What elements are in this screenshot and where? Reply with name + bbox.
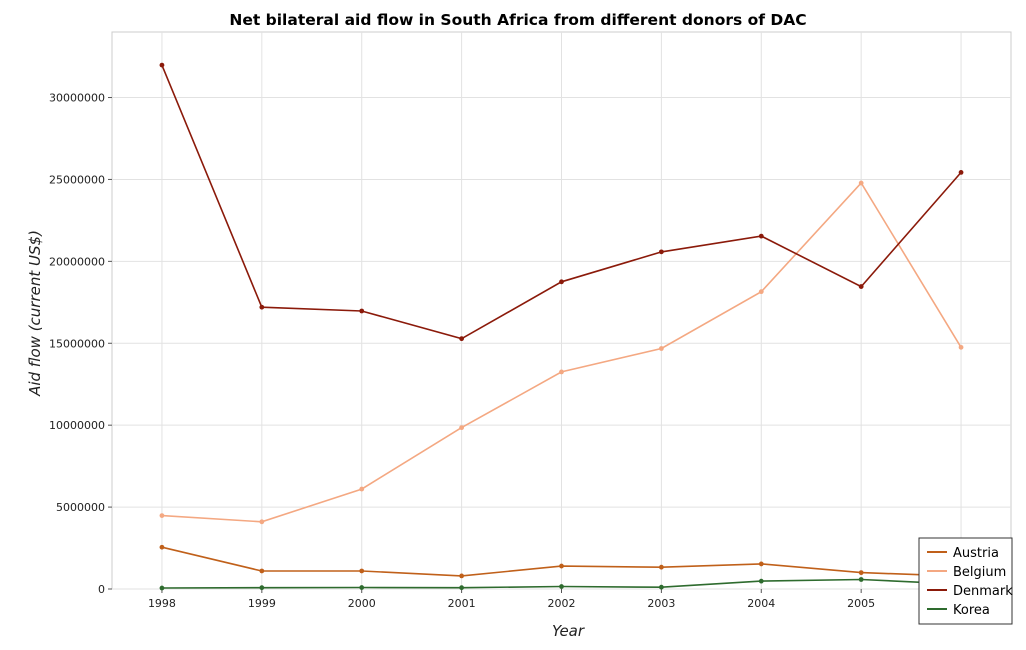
- series-belgium: [159, 180, 964, 525]
- x-tick-label: 2001: [448, 597, 476, 610]
- data-point-denmark: [559, 279, 564, 285]
- chart-title: Net bilateral aid flow in South Africa f…: [229, 11, 806, 29]
- series-lines: [159, 62, 964, 591]
- data-point-korea: [758, 578, 764, 584]
- data-point-austria: [858, 570, 864, 576]
- legend-label-denmark: Denmark: [953, 584, 1013, 599]
- legend-label-korea: Korea: [953, 603, 990, 618]
- data-point-korea: [559, 584, 564, 589]
- x-tick-label: 2002: [548, 597, 576, 610]
- data-point-denmark: [459, 336, 465, 342]
- data-point-belgium: [459, 425, 465, 431]
- data-point-belgium: [359, 486, 365, 492]
- data-point-belgium: [658, 346, 664, 351]
- data-point-denmark: [858, 284, 864, 289]
- x-axis-label: Year: [552, 622, 585, 640]
- x-axis-ticks: 199819992000200120022003200420052006: [148, 589, 975, 610]
- data-point-austria: [459, 573, 465, 579]
- data-point-belgium: [758, 289, 764, 295]
- x-tick-label: 2000: [348, 597, 376, 610]
- x-tick-label: 1998: [148, 597, 176, 610]
- data-point-korea: [259, 585, 265, 591]
- legend-label-belgium: Belgium: [953, 565, 1006, 580]
- y-tick-label: 10000000: [49, 419, 105, 432]
- y-tick-label: 15000000: [49, 337, 105, 350]
- x-tick-label: 2005: [847, 597, 875, 610]
- y-tick-label: 0: [98, 583, 105, 596]
- y-tick-label: 25000000: [49, 173, 105, 186]
- y-axis-ticks: 0 5000000 10000000 15000000 20000000 25000000…: [49, 92, 112, 596]
- x-tick-label: 2003: [647, 597, 675, 610]
- series-austria: [159, 544, 964, 579]
- data-point-belgium: [259, 519, 265, 525]
- data-point-denmark: [658, 249, 664, 255]
- data-point-austria: [658, 564, 664, 570]
- x-tick-label: 2004: [747, 597, 775, 610]
- data-point-denmark: [359, 308, 365, 314]
- data-point-korea: [459, 585, 465, 591]
- data-point-belgium: [159, 513, 165, 519]
- data-point-korea: [359, 585, 365, 590]
- data-point-denmark: [159, 62, 165, 68]
- data-point-belgium: [958, 344, 964, 350]
- data-point-belgium: [559, 369, 564, 375]
- data-point-belgium: [858, 180, 864, 186]
- data-point-korea: [858, 577, 864, 582]
- data-point-korea: [159, 585, 165, 591]
- data-point-austria: [159, 544, 165, 550]
- data-point-denmark: [259, 304, 265, 310]
- y-tick-label: 30000000: [49, 92, 105, 105]
- data-point-austria: [359, 568, 365, 574]
- data-point-austria: [259, 568, 265, 574]
- x-tick-label: 1999: [248, 597, 276, 610]
- series-denmark: [159, 62, 964, 342]
- y-tick-label: 20000000: [49, 255, 105, 268]
- y-tick-label: 5000000: [56, 501, 105, 514]
- data-point-austria: [758, 561, 764, 567]
- data-point-denmark: [958, 169, 964, 175]
- legend-label-austria: Austria: [953, 546, 999, 561]
- data-point-korea: [658, 584, 664, 590]
- data-point-austria: [559, 563, 564, 569]
- legend: Austria Belgium Denmark Korea: [918, 537, 1013, 625]
- data-point-denmark: [758, 233, 764, 239]
- y-axis-label: Aid flow (current US$): [26, 230, 44, 397]
